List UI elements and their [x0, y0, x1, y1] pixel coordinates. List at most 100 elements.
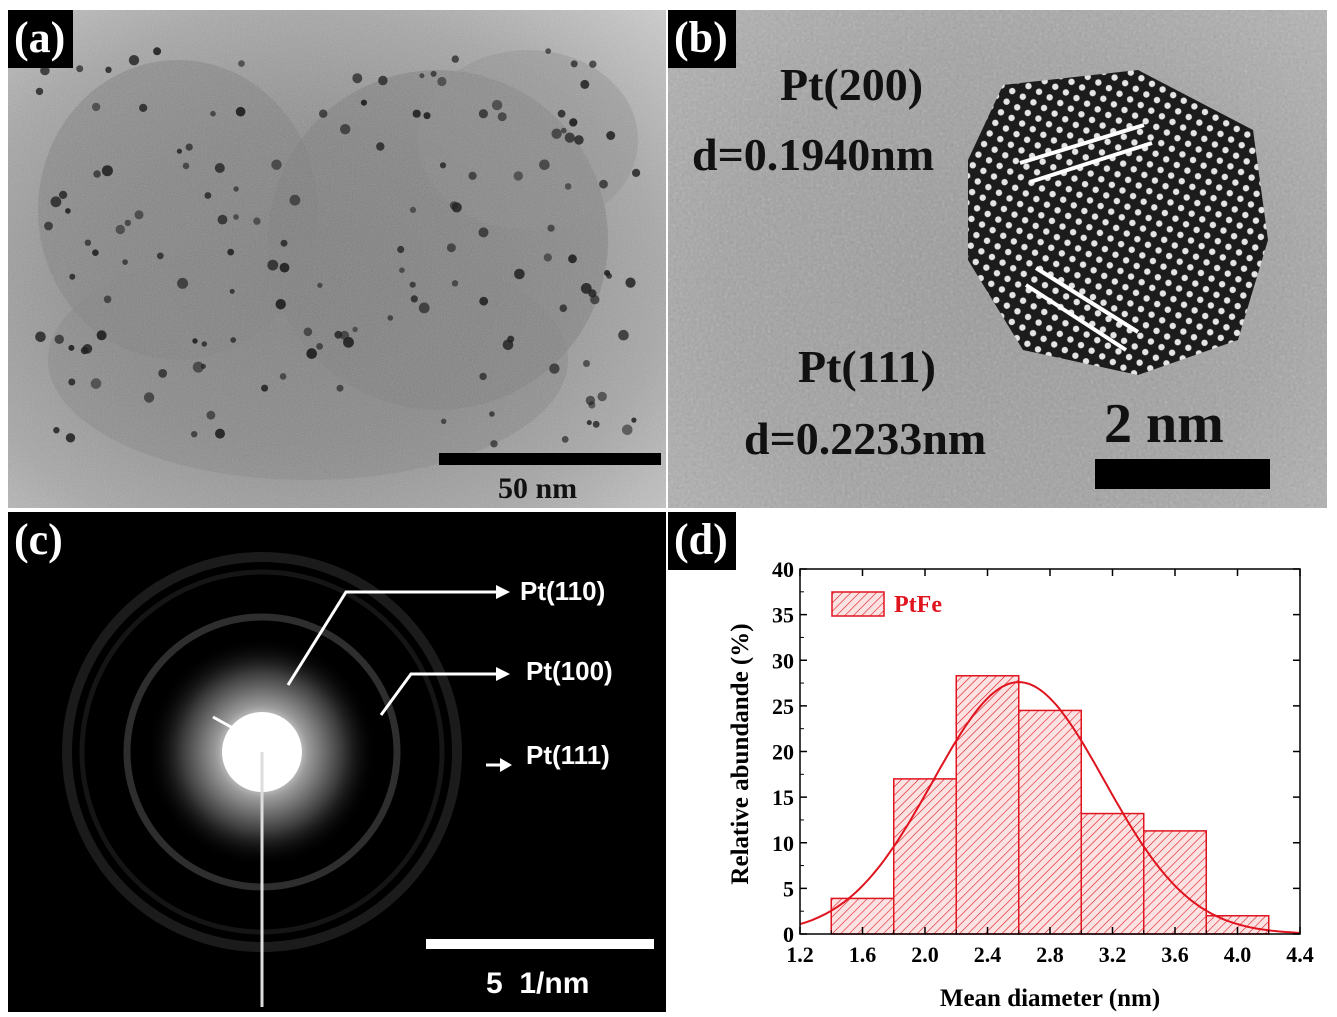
nanoparticle-dot — [253, 217, 261, 225]
nanoparticle-dot — [352, 326, 358, 333]
nanoparticle-dot — [468, 171, 477, 180]
nanoparticle-dot — [441, 418, 447, 424]
nanoparticle-dot — [340, 124, 351, 135]
nanoparticle-dot — [289, 194, 301, 206]
nanoparticle-dot — [547, 224, 555, 232]
scale-bar-c-label: 5 1/nm — [486, 967, 590, 1000]
gaussian-fit-curve — [799, 681, 1301, 934]
nanoparticle-dot — [214, 163, 225, 173]
nanoparticle-dot — [92, 249, 99, 256]
nanoparticle-dot — [115, 224, 126, 235]
nanoparticle-dot — [478, 109, 488, 119]
nanoparticle-dot — [84, 239, 92, 246]
x-tick-label: 1.6 — [849, 942, 877, 967]
nanoparticle-dot — [124, 219, 131, 227]
nanoparticle-dot — [590, 295, 600, 305]
histogram-bar — [1080, 812, 1145, 935]
nanoparticle-dot — [317, 282, 323, 288]
scale-bar-c — [426, 939, 654, 949]
nanoparticle-dot — [539, 159, 550, 171]
histogram-bar — [955, 675, 1020, 935]
nanoparticle-dot — [545, 48, 552, 54]
histogram-bar — [893, 778, 957, 935]
nanoparticle-dot — [65, 208, 71, 214]
nanoparticle-dot — [376, 142, 385, 151]
nanoparticle-dot — [632, 168, 641, 177]
nanoparticle-dot — [606, 131, 616, 140]
nanoparticle-dot — [40, 65, 50, 76]
nanoparticle-dot — [204, 192, 212, 199]
scale-bar-b-label: 2 nm — [1104, 393, 1224, 455]
panel-a-micrograph — [8, 10, 666, 508]
nanoparticle-dot — [44, 221, 53, 231]
nanoparticle-dot — [275, 299, 286, 310]
scale-bar-b — [1095, 459, 1270, 489]
y-tick-label: 40 — [772, 557, 794, 582]
nanoparticle-dot — [409, 281, 416, 288]
nanoparticle-dot — [543, 253, 552, 262]
nanoparticle-dot — [514, 268, 525, 280]
nanoparticle-dot — [210, 110, 216, 117]
nanoparticle-dot — [489, 411, 495, 417]
nanoparticle-dot — [91, 102, 101, 112]
nanoparticle-dot — [430, 70, 437, 77]
nanoparticle-dot — [76, 65, 84, 73]
nanoparticle-dot — [69, 273, 76, 280]
nanoparticle-dot — [279, 262, 290, 273]
nanoparticle-dot — [586, 420, 592, 426]
nanoparticle-dot — [360, 99, 367, 106]
nanoparticle-dot — [409, 206, 417, 213]
nanoparticle-dot — [139, 103, 148, 112]
nanoparticle-dot — [479, 296, 489, 306]
nanoparticle-lattice — [968, 70, 1268, 375]
nanoparticle-dot — [93, 170, 101, 178]
nanoparticle-dot — [437, 76, 447, 87]
nanoparticle-dot — [561, 436, 569, 443]
nanoparticle-dot — [343, 336, 354, 348]
nanoparticle-dot — [279, 373, 287, 380]
nanoparticle-dot — [128, 55, 140, 66]
nanoparticle-dot — [559, 304, 568, 313]
legend-swatch — [831, 591, 885, 617]
nanoparticle-dot — [261, 384, 269, 392]
nanoparticle-dot — [604, 270, 611, 276]
nanoparticle-dot — [491, 99, 503, 111]
ring-label-100: Pt(100) — [526, 656, 613, 686]
nanoparticle-dot — [143, 392, 155, 403]
nanoparticle-dot — [478, 227, 489, 238]
nanoparticle-dot — [54, 334, 64, 344]
nanoparticle-dot — [580, 283, 592, 294]
panel-b-tag: (b) — [668, 10, 736, 68]
nanoparticle-dot — [397, 245, 405, 254]
nanoparticle-dot — [449, 201, 458, 210]
nanoparticle-dot — [90, 378, 102, 389]
nanoparticle-dot — [423, 112, 431, 120]
nanoparticle-dot — [451, 280, 459, 287]
nanoparticle-dot — [564, 183, 572, 190]
nanoparticle-dot — [513, 171, 523, 181]
nanoparticle-dot — [35, 331, 46, 343]
nanoparticle-dot — [306, 348, 318, 359]
nanoparticle-dot — [446, 243, 456, 253]
nanoparticle-dot — [217, 214, 228, 225]
nanoparticle-dot — [549, 363, 560, 374]
nanoparticle-dot — [105, 66, 112, 73]
nanoparticle-dot — [201, 341, 207, 347]
plane-label-111: Pt(111) — [798, 341, 936, 392]
nanoparticle-dot — [176, 148, 182, 154]
nanoparticle-dot — [182, 162, 190, 170]
nanoparticle-dot — [580, 79, 590, 89]
panel-a-tag: (a) — [8, 10, 74, 68]
nanoparticle-dot — [599, 179, 608, 189]
histogram-bar — [1143, 830, 1207, 935]
ring-label-110: Pt(110) — [520, 576, 606, 606]
y-axis-title: Relative abundande (%) — [727, 623, 754, 884]
nanoparticle-dot — [625, 277, 636, 288]
nanoparticle-dot — [387, 315, 394, 321]
nanoparticle-dot — [233, 214, 239, 220]
nanoparticle-dot — [316, 343, 323, 350]
nanoparticle-dot — [68, 378, 76, 386]
d-spacing-111: d=0.2233nm — [744, 413, 987, 464]
nanoparticle-dot — [618, 329, 629, 341]
nanoparticle-dot — [235, 106, 246, 117]
